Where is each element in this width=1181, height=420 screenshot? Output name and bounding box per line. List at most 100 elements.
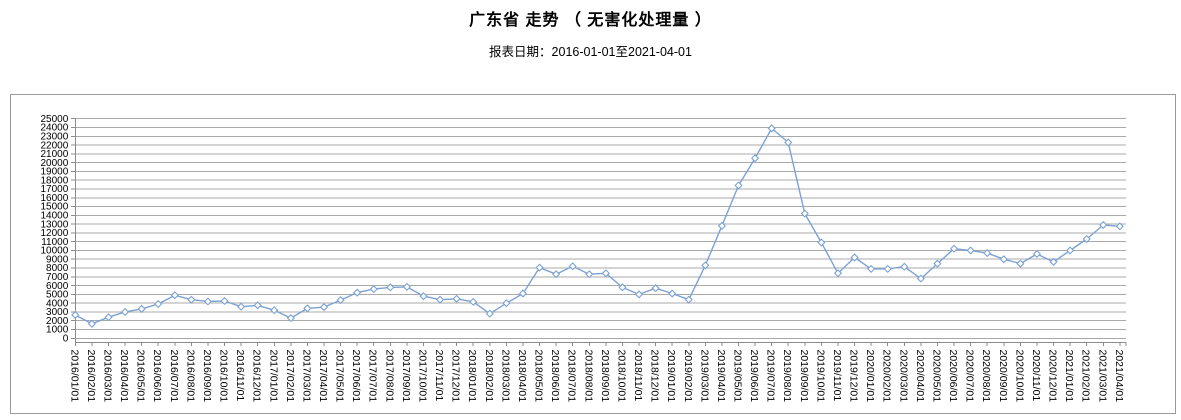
chart-title: 广东省 走势 （ 无害化处理量 ） xyxy=(469,12,712,29)
data-point-marker xyxy=(568,262,577,271)
x-axis-label: 2019/04/01 xyxy=(715,350,727,403)
data-point-marker xyxy=(1032,249,1042,259)
x-axis-labels: 2016/01/01 2016/02/01 2016/03/01 2016/04/01… xyxy=(68,350,1125,403)
data-point-marker xyxy=(817,238,826,247)
data-point-marker xyxy=(253,301,262,310)
data-point-marker xyxy=(668,289,677,298)
data-point-marker xyxy=(120,307,130,317)
x-axis-label: 2019/10/01 xyxy=(814,350,826,403)
data-point-marker xyxy=(303,304,312,313)
x-axis-label: 2018/05/01 xyxy=(533,350,545,403)
data-point-marker xyxy=(1066,246,1075,255)
data-point-marker xyxy=(535,263,544,272)
chart-container: 0 1000 2000 3000 4000 5000 6000 7000 8000 9000 100… xyxy=(10,94,1176,414)
data-point-marker xyxy=(87,319,96,328)
data-point-marker xyxy=(469,297,478,306)
x-axis-label: 2017/12/01 xyxy=(450,350,462,403)
x-axis-label: 2017/01/01 xyxy=(267,350,279,403)
data-point-marker xyxy=(784,138,793,147)
data-point-marker xyxy=(966,246,975,255)
x-axis-label: 2018/07/01 xyxy=(566,350,578,403)
y-axis-label: 8000 xyxy=(46,263,69,274)
grid-lines xyxy=(75,118,1126,331)
data-point-markers xyxy=(71,124,1124,328)
y-axis-label: 24000 xyxy=(40,123,68,134)
x-axis-label: 2016/05/01 xyxy=(135,350,147,403)
data-point-marker xyxy=(916,274,925,283)
x-axis-label: 2017/06/01 xyxy=(350,350,362,403)
x-axis-label: 2021/01/01 xyxy=(1063,350,1075,403)
x-axis-label: 2017/10/01 xyxy=(416,350,428,403)
x-axis-label: 2018/09/01 xyxy=(599,350,611,403)
x-axis-label: 2020/01/01 xyxy=(864,350,876,403)
y-axis-label: 20000 xyxy=(40,158,68,169)
y-axis-label: 7000 xyxy=(46,272,69,283)
y-axis-label: 23000 xyxy=(40,131,68,142)
data-point-marker xyxy=(618,283,627,292)
x-axis-label: 2017/05/01 xyxy=(334,350,346,403)
data-point-marker xyxy=(71,310,80,320)
y-axis-label: 10000 xyxy=(40,246,68,257)
x-axis-label: 2016/09/01 xyxy=(201,350,213,403)
data-point-marker xyxy=(137,304,146,313)
data-point-marker xyxy=(651,284,660,293)
x-axis-label: 2018/11/01 xyxy=(632,350,644,402)
x-axis-label: 2019/03/01 xyxy=(698,350,710,403)
x-axis-label: 2020/08/01 xyxy=(980,350,992,403)
y-axis-label: 22000 xyxy=(40,140,68,151)
x-axis-label: 2017/04/01 xyxy=(317,350,329,403)
y-axis-label: 15000 xyxy=(40,202,68,213)
data-point-marker xyxy=(767,124,776,133)
x-axis-label: 2017/03/01 xyxy=(300,350,312,403)
y-axis-label: 2000 xyxy=(46,316,69,327)
data-point-marker xyxy=(1016,259,1025,268)
x-axis-label: 2017/09/01 xyxy=(400,350,412,403)
data-point-marker xyxy=(701,261,710,270)
x-axis-label: 2017/07/01 xyxy=(367,350,379,403)
x-axis-label: 2019/01/01 xyxy=(665,350,677,403)
data-point-marker xyxy=(585,270,594,279)
y-axis-labels: 0100020003000400050006000700080009000100… xyxy=(40,114,68,345)
y-axis-label: 0 xyxy=(63,334,69,345)
data-point-marker xyxy=(751,154,760,163)
y-axis-label: 6000 xyxy=(46,281,69,292)
x-axis-label: 2016/11/01 xyxy=(234,350,246,402)
y-axis-label: 1000 xyxy=(46,325,69,336)
x-axis-label: 2020/10/01 xyxy=(1013,350,1025,403)
data-point-marker xyxy=(104,313,113,322)
data-point-marker xyxy=(319,303,329,312)
data-point-marker xyxy=(601,269,610,278)
y-axis-label: 17000 xyxy=(40,184,68,195)
x-axis-label: 2016/10/01 xyxy=(218,350,230,403)
data-point-marker xyxy=(220,296,229,306)
x-axis-label: 2020/09/01 xyxy=(997,350,1009,403)
data-point-marker xyxy=(369,285,378,294)
x-axis-label: 2016/01/01 xyxy=(68,350,80,403)
x-axis-label: 2020/04/01 xyxy=(914,350,926,403)
series-line-group xyxy=(74,127,1121,325)
report-date-range: 报表日期：2016-01-01至2021-04-01 xyxy=(489,45,692,59)
x-axis-label: 2020/06/01 xyxy=(947,350,959,403)
data-point-marker xyxy=(1115,222,1124,231)
x-axis-label: 2016/08/01 xyxy=(184,350,196,403)
y-axis-label: 14000 xyxy=(40,211,68,222)
x-axis-label: 2020/03/01 xyxy=(897,350,909,403)
data-point-marker xyxy=(900,262,909,271)
x-axis-label: 2019/02/01 xyxy=(682,350,694,403)
data-point-marker xyxy=(800,209,809,218)
x-axis-label: 2016/03/01 xyxy=(101,350,113,403)
x-axis-label: 2016/06/01 xyxy=(151,350,163,403)
y-axis-label: 25000 xyxy=(40,114,68,125)
data-point-marker xyxy=(734,181,743,190)
data-point-marker xyxy=(435,295,445,304)
data-point-marker xyxy=(154,299,163,309)
data-point-marker xyxy=(237,302,246,311)
data-point-marker xyxy=(634,290,644,299)
y-axis-label: 13000 xyxy=(40,219,68,230)
x-axis-label: 2019/05/01 xyxy=(732,350,744,403)
data-point-marker xyxy=(983,249,992,258)
data-point-marker xyxy=(933,259,942,268)
data-point-marker xyxy=(999,255,1008,264)
x-axis-label: 2018/04/01 xyxy=(516,350,528,403)
